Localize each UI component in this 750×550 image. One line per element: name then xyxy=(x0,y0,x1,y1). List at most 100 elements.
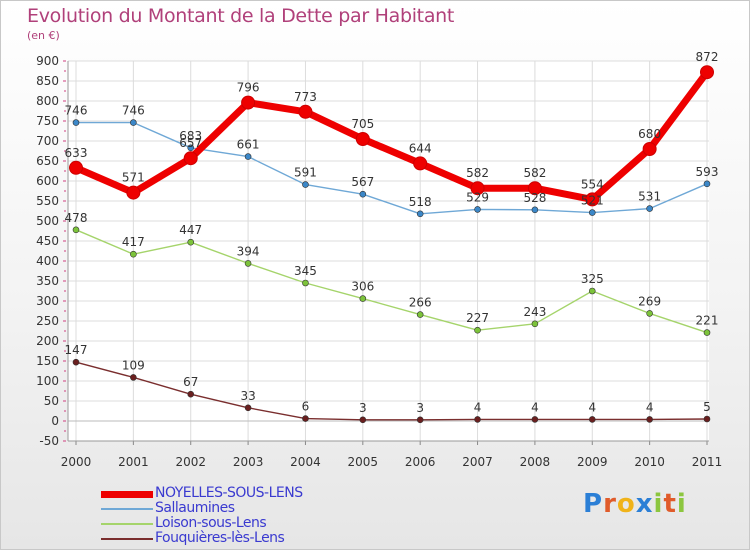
legend-swatch-loison xyxy=(101,523,153,525)
data-label-sallaumines: 593 xyxy=(696,165,719,179)
data-label-fouquieres-les-lens: 4 xyxy=(588,400,596,414)
y-tick-label: 500 xyxy=(36,214,59,228)
chart-title: Evolution du Montant de la Dette par Hab… xyxy=(27,5,455,27)
logo-letter: o xyxy=(616,489,636,519)
data-point-loison-sous-lens xyxy=(416,311,424,318)
legend-swatch-sallaumines xyxy=(101,508,153,510)
y-tick-label: 900 xyxy=(36,54,59,68)
data-label-loison-sous-lens: 394 xyxy=(237,244,260,258)
logo-letter: x xyxy=(635,489,654,519)
data-point-noyelles-sous-lens xyxy=(642,142,657,156)
data-label-fouquieres-les-lens: 67 xyxy=(183,375,198,389)
logo-letter: i xyxy=(653,489,664,519)
data-point-sallaumines xyxy=(359,190,367,198)
y-tick-label: 200 xyxy=(36,334,59,348)
data-point-loison-sous-lens xyxy=(244,260,252,267)
x-tick-label: 2001 xyxy=(118,455,149,469)
data-point-noyelles-sous-lens xyxy=(527,181,542,196)
data-label-fouquieres-les-lens: 109 xyxy=(122,358,145,372)
y-tick-label: 600 xyxy=(36,174,59,188)
plot-area xyxy=(68,61,709,441)
y-tick-label: 300 xyxy=(36,294,59,308)
data-point-noyelles-sous-lens xyxy=(69,160,83,175)
data-point-noyelles-sous-lens xyxy=(298,104,313,119)
data-point-loison-sous-lens xyxy=(302,279,309,287)
series-line-fouquieres-les-lens xyxy=(75,361,708,421)
data-point-sallaumines xyxy=(72,119,80,126)
y-tick-label: 700 xyxy=(36,134,59,148)
data-label-fouquieres-les-lens: 147 xyxy=(65,343,88,357)
data-point-fouquieres-les-lens xyxy=(187,390,195,398)
data-label-loison-sous-lens: 243 xyxy=(523,305,546,319)
data-point-noyelles-sous-lens xyxy=(126,185,141,200)
data-label-loison-sous-lens: 325 xyxy=(581,272,604,286)
x-tick-label: 2004 xyxy=(290,455,321,469)
legend-swatch-fouquieres xyxy=(101,538,153,540)
data-point-sallaumines xyxy=(302,181,309,188)
data-label-loison-sous-lens: 447 xyxy=(179,223,202,237)
data-label-sallaumines: 518 xyxy=(409,195,432,209)
data-label-sallaumines: 531 xyxy=(638,190,661,204)
legend-label-sallaumines: Sallaumines xyxy=(155,500,235,516)
data-label-noyelles-sous-lens: 872 xyxy=(696,50,719,64)
x-tick-label: 2006 xyxy=(405,455,436,469)
data-point-noyelles-sous-lens xyxy=(355,132,370,146)
x-tick-label: 2000 xyxy=(61,455,92,469)
gridlines xyxy=(68,60,709,442)
data-label-loison-sous-lens: 227 xyxy=(466,311,489,325)
data-label-fouquieres-les-lens: 6 xyxy=(302,400,310,414)
series-line-sallaumines xyxy=(76,121,708,215)
data-point-fouquieres-les-lens xyxy=(646,416,653,423)
data-point-noyelles-sous-lens xyxy=(413,156,428,171)
data-point-loison-sous-lens xyxy=(187,238,195,246)
data-point-fouquieres-les-lens xyxy=(302,415,309,422)
data-label-noyelles-sous-lens: 554 xyxy=(581,177,604,191)
data-label-fouquieres-les-lens: 4 xyxy=(474,400,482,414)
data-label-noyelles-sous-lens: 633 xyxy=(65,146,88,160)
data-point-fouquieres-les-lens xyxy=(531,416,539,423)
data-point-loison-sous-lens xyxy=(588,287,596,295)
data-label-sallaumines: 683 xyxy=(179,129,202,143)
x-tick-label: 2005 xyxy=(348,455,379,469)
legend-swatch-noyelles xyxy=(101,491,153,498)
x-tick-label: 2007 xyxy=(462,455,493,469)
data-point-fouquieres-les-lens xyxy=(416,416,424,424)
data-point-sallaumines xyxy=(703,180,711,188)
data-point-fouquieres-les-lens xyxy=(474,416,481,423)
data-label-fouquieres-les-lens: 4 xyxy=(531,400,539,414)
data-point-loison-sous-lens xyxy=(359,295,367,302)
data-label-loison-sous-lens: 269 xyxy=(638,294,661,308)
y-tick-label: 450 xyxy=(36,234,59,248)
data-label-noyelles-sous-lens: 644 xyxy=(409,141,432,155)
x-tick-label: 2003 xyxy=(233,455,264,469)
data-label-loison-sous-lens: 266 xyxy=(409,296,432,310)
data-label-sallaumines: 529 xyxy=(466,190,489,204)
data-label-fouquieres-les-lens: 33 xyxy=(240,389,255,403)
y-tick-label: 800 xyxy=(36,94,59,108)
data-label-fouquieres-les-lens: 4 xyxy=(646,400,654,414)
x-tick-label: 2008 xyxy=(520,455,551,469)
data-label-loison-sous-lens: 417 xyxy=(122,235,145,249)
proxiti-logo: Proxiti xyxy=(583,489,687,519)
data-label-loison-sous-lens: 478 xyxy=(65,211,88,225)
data-label-fouquieres-les-lens: 5 xyxy=(703,400,711,414)
x-tick-label: 2002 xyxy=(175,455,206,469)
data-point-loison-sous-lens xyxy=(474,326,481,334)
legend-label-noyelles: NOYELLES-SOUS-LENS xyxy=(155,485,303,501)
y-tick-label: 400 xyxy=(36,254,59,268)
data-point-sallaumines xyxy=(588,209,596,216)
data-label-sallaumines: 746 xyxy=(122,104,145,118)
logo-letter: i xyxy=(676,489,687,519)
data-point-fouquieres-les-lens xyxy=(244,404,252,412)
series-lines xyxy=(69,65,714,424)
data-point-noyelles-sous-lens xyxy=(585,192,600,207)
data-label-noyelles-sous-lens: 571 xyxy=(122,171,145,185)
data-point-sallaumines xyxy=(187,144,195,152)
data-point-sallaumines xyxy=(130,119,137,126)
y-tick-label: -50 xyxy=(39,434,59,448)
y-tick-label: 350 xyxy=(36,274,59,288)
data-label-sallaumines: 521 xyxy=(581,194,604,208)
